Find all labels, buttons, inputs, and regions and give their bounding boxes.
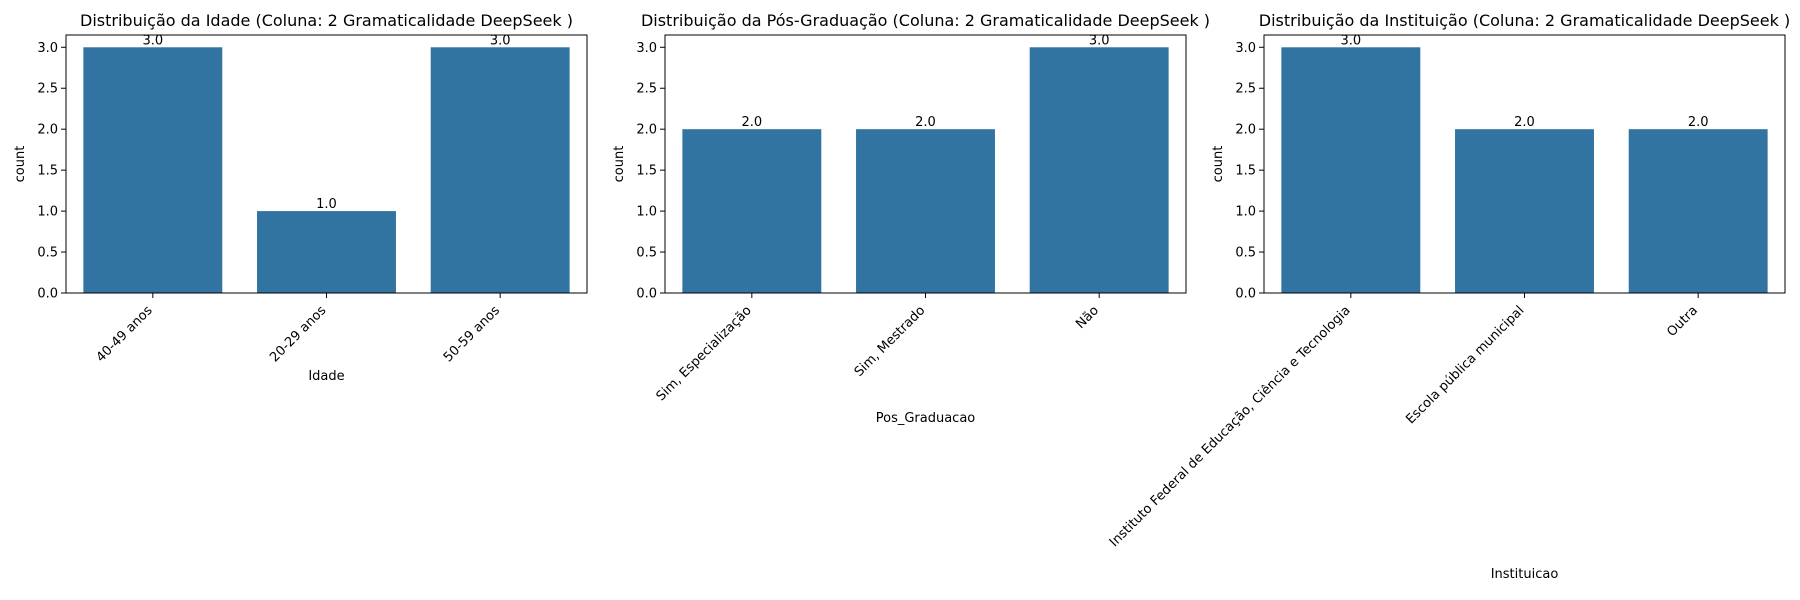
bar-value-label: 1.0 [316, 197, 337, 212]
bar [856, 129, 995, 293]
y-tick-label: 1.0 [636, 205, 657, 220]
y-tick-label: 3.0 [1235, 41, 1256, 56]
y-tick-label: 1.0 [1235, 205, 1256, 220]
y-tick-label: 2.5 [636, 82, 657, 97]
bar-value-label: 2.0 [915, 115, 936, 130]
chart-title: Distribuição da Pós-Graduação (Coluna: 2… [641, 11, 1210, 30]
y-tick-label: 0.0 [1235, 287, 1256, 302]
x-axis-label: Pos_Graduacao [876, 411, 976, 426]
y-tick-label: 0.5 [37, 246, 58, 261]
y-axis-label: count [612, 146, 627, 183]
y-tick-label: 1.0 [37, 205, 58, 220]
x-axis-label: Idade [308, 369, 344, 384]
y-tick-label: 3.0 [636, 41, 657, 56]
bar-value-label: 3.0 [142, 33, 163, 48]
y-tick-label: 2.0 [37, 123, 58, 138]
bar-value-label: 3.0 [490, 33, 511, 48]
y-tick-label: 0.0 [37, 287, 58, 302]
y-tick-label: 2.5 [37, 82, 58, 97]
bar [682, 129, 822, 293]
y-tick-label: 2.0 [636, 123, 657, 138]
y-tick-label: 1.5 [37, 164, 58, 179]
bar [1455, 129, 1594, 293]
x-axis-label: Instituicao [1491, 567, 1559, 582]
y-tick-label: 0.5 [636, 246, 657, 261]
y-tick-label: 0.5 [1235, 246, 1256, 261]
bar [1628, 129, 1768, 293]
chart-title: Distribuição da Instituição (Coluna: 2 G… [1259, 11, 1790, 30]
plot-area-frame [65, 34, 588, 294]
bar-value-label: 2.0 [1514, 115, 1535, 130]
y-tick-label: 2.0 [1235, 123, 1256, 138]
y-tick-label: 2.5 [1235, 82, 1256, 97]
y-tick-label: 0.0 [636, 287, 657, 302]
plot-area-frame [664, 34, 1187, 294]
bar [257, 211, 396, 293]
y-axis-label: count [13, 146, 28, 183]
bar [83, 47, 223, 294]
y-tick-label: 3.0 [37, 41, 58, 56]
bar-value-label: 2.0 [1688, 115, 1709, 130]
y-tick-label: 1.5 [636, 164, 657, 179]
chart-title: Distribuição da Idade (Coluna: 2 Gramati… [80, 11, 573, 30]
bar-value-label: 3.0 [1340, 33, 1361, 48]
bar-value-label: 3.0 [1089, 33, 1110, 48]
plot-area-frame [1263, 34, 1786, 294]
y-tick-label: 1.5 [1235, 164, 1256, 179]
y-axis-label: count [1211, 146, 1226, 183]
chart-panel-1: Distribuição da Idade (Coluna: 2 Gramati… [13, 11, 588, 384]
bar-value-label: 2.0 [741, 115, 762, 130]
bar [1029, 47, 1169, 294]
bar [1281, 47, 1421, 294]
bar [430, 47, 570, 294]
